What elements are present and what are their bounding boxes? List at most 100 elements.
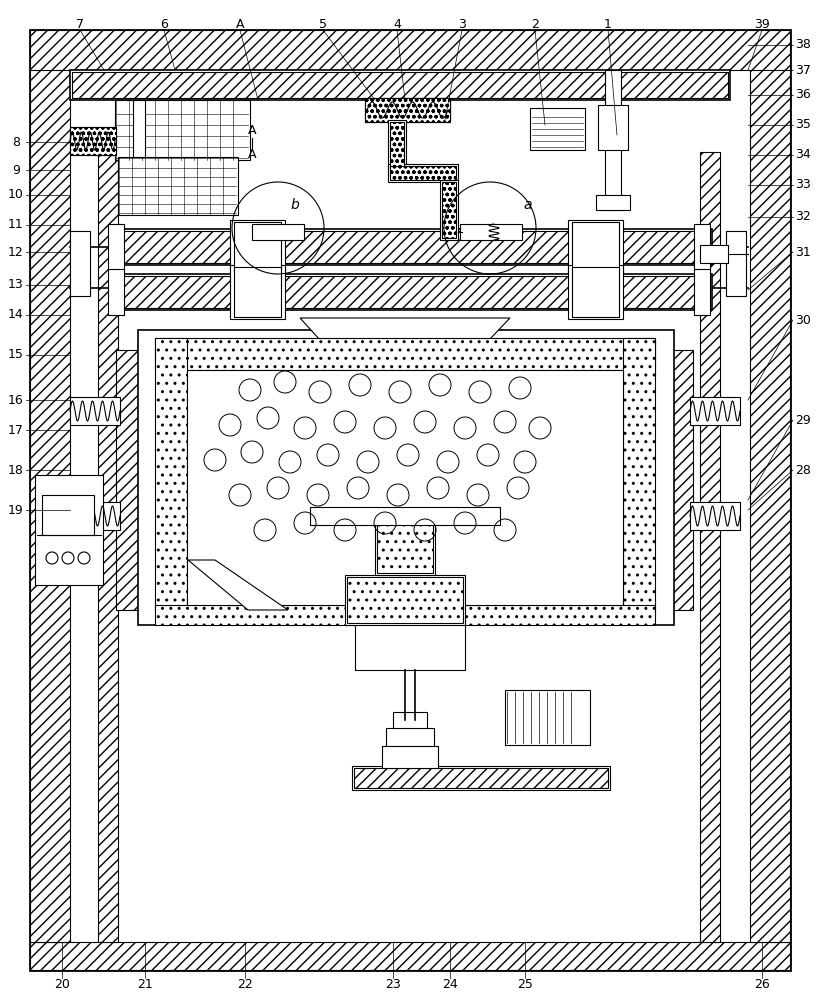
Bar (118, 157, 238, 215)
Bar (354, 768, 608, 788)
Text: 29: 29 (795, 414, 811, 426)
Text: 18: 18 (8, 464, 24, 477)
Bar (390, 360, 420, 382)
Text: 33: 33 (795, 178, 811, 192)
Text: 36: 36 (795, 89, 811, 102)
Bar (70, 127, 116, 155)
Text: 14: 14 (8, 308, 24, 322)
Bar (460, 224, 522, 240)
Bar (355, 620, 465, 670)
Bar (310, 507, 500, 525)
Bar (98, 152, 118, 942)
Bar (700, 245, 728, 263)
Bar (230, 220, 285, 274)
Polygon shape (300, 318, 510, 362)
Bar (365, 98, 450, 122)
Bar (572, 267, 619, 317)
Polygon shape (188, 560, 288, 610)
Bar (230, 265, 285, 319)
Bar (42, 495, 94, 535)
Bar (388, 120, 406, 170)
Bar (352, 766, 610, 790)
Bar (390, 122, 404, 168)
Text: a: a (524, 198, 532, 212)
Text: 30: 30 (795, 314, 811, 326)
Text: 17: 17 (8, 424, 24, 436)
Text: 10: 10 (8, 188, 24, 202)
Bar (116, 274, 712, 310)
Text: 26: 26 (754, 978, 770, 990)
Bar (530, 108, 585, 150)
Bar (70, 502, 120, 530)
Bar (505, 690, 590, 745)
Bar (750, 60, 790, 942)
Bar (390, 166, 456, 180)
Bar (138, 330, 674, 625)
Text: 13: 13 (8, 278, 24, 292)
Bar (393, 712, 427, 730)
Bar (35, 475, 103, 585)
Bar (118, 231, 710, 263)
Bar (155, 338, 655, 370)
Text: A: A (248, 123, 256, 136)
Bar (30, 942, 790, 970)
Bar (365, 98, 450, 122)
Bar (234, 267, 281, 317)
Bar (133, 100, 145, 157)
Bar (30, 30, 790, 70)
Bar (440, 180, 458, 240)
Bar (155, 338, 187, 610)
Text: 23: 23 (385, 978, 401, 990)
Bar (690, 502, 740, 530)
Text: 11: 11 (8, 219, 24, 232)
Text: 15: 15 (8, 349, 24, 361)
Bar (605, 70, 621, 210)
Bar (694, 269, 710, 315)
Bar (118, 276, 710, 308)
Text: 28: 28 (795, 464, 811, 477)
Bar (30, 60, 70, 942)
Bar (568, 265, 623, 319)
Text: b: b (291, 198, 300, 212)
Bar (572, 222, 619, 272)
Bar (568, 220, 623, 274)
Bar (375, 520, 435, 575)
Text: 2: 2 (531, 17, 539, 30)
Bar (623, 338, 655, 610)
Bar (252, 224, 304, 240)
Bar (377, 522, 433, 573)
Text: 19: 19 (8, 504, 24, 516)
Text: 39: 39 (754, 17, 770, 30)
Bar (388, 164, 458, 182)
Text: A: A (248, 148, 256, 161)
Text: 8: 8 (12, 135, 20, 148)
Text: 38: 38 (795, 38, 811, 51)
Bar (116, 350, 171, 610)
Text: 3: 3 (458, 17, 466, 30)
Text: 16: 16 (8, 393, 24, 406)
Bar (70, 231, 90, 296)
Bar (187, 370, 623, 605)
Text: 22: 22 (237, 978, 253, 990)
Bar (442, 182, 456, 238)
Text: 32: 32 (795, 211, 811, 224)
Bar (70, 127, 116, 155)
Bar (382, 746, 438, 768)
Bar (690, 397, 740, 425)
Bar (116, 229, 712, 265)
Text: A: A (236, 17, 245, 30)
Bar (347, 577, 463, 623)
Bar (108, 224, 124, 270)
Text: 9: 9 (12, 163, 20, 176)
Text: 1: 1 (604, 17, 612, 30)
Bar (345, 575, 465, 625)
Bar (70, 70, 730, 100)
Bar (638, 350, 693, 610)
Bar (694, 224, 710, 270)
Bar (386, 728, 434, 748)
Text: 7: 7 (76, 17, 84, 30)
Text: 6: 6 (160, 17, 168, 30)
Bar (155, 605, 655, 625)
Text: 34: 34 (795, 148, 811, 161)
Text: 25: 25 (517, 978, 533, 990)
